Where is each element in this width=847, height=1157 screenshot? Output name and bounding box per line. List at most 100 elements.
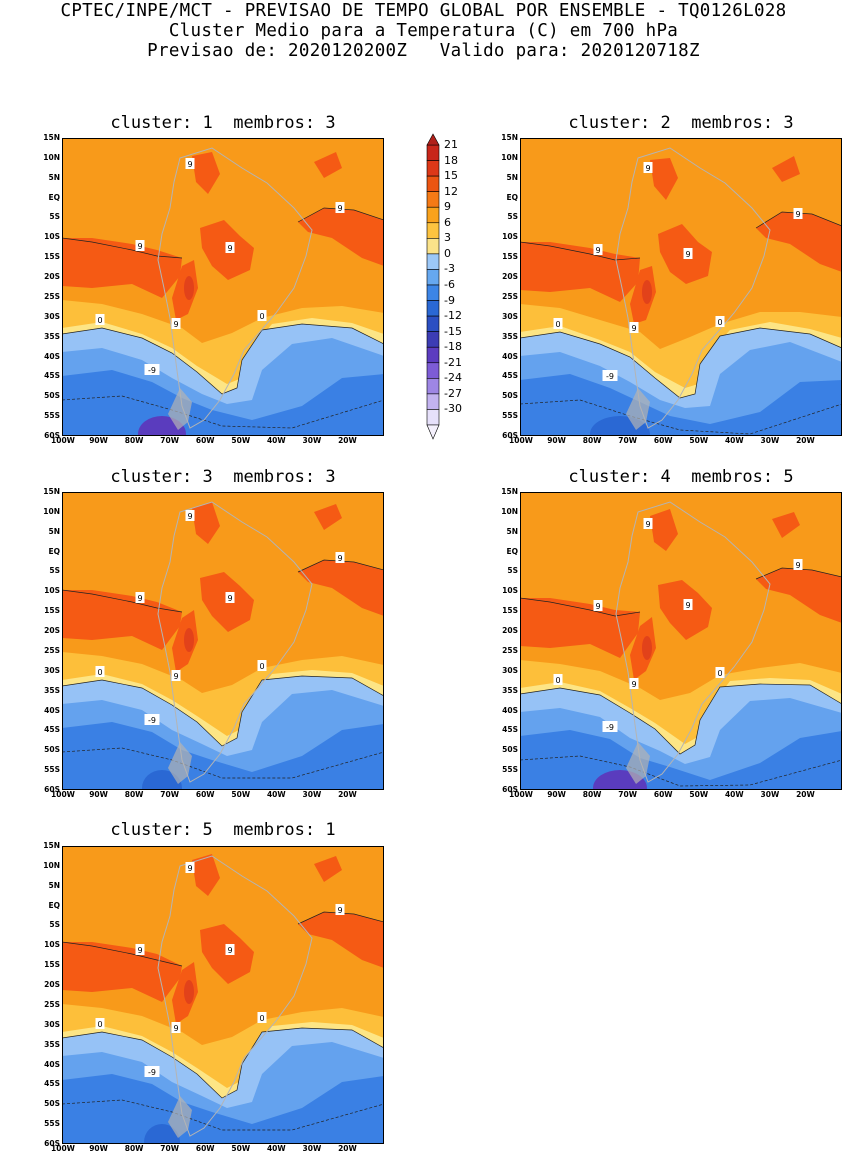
warm-region-northeast	[772, 512, 800, 538]
map-panel-cluster-2: 0 0 -9 9 9 9 9 9	[520, 138, 842, 436]
lon-tick-label: 40W	[724, 436, 744, 445]
colorbar-level-label: -30	[444, 402, 462, 416]
lat-tick-label: 5N	[48, 172, 61, 182]
lat-tick-label: 35S	[44, 685, 60, 695]
lat-tick-label: 35S	[502, 685, 518, 695]
contour-label-nine-andes-bg	[629, 678, 639, 689]
contour-label-nine-west: 9	[135, 592, 145, 603]
south-america-outline	[615, 501, 771, 783]
map-panel-cluster-1: 0 0 -9 9 9 9 9 9	[62, 138, 384, 436]
lon-tick-label: 40W	[266, 436, 286, 445]
south-america-outline	[157, 855, 313, 1137]
contour-label-nine-east: 9	[335, 202, 345, 213]
lon-tick-label: 80W	[124, 790, 144, 799]
colorbar-level-label: 12	[444, 184, 458, 198]
lon-tick-label: 50W	[689, 436, 709, 445]
lat-tick-label: 15N	[43, 841, 60, 850]
contour-label-zero-bg	[95, 1018, 105, 1029]
contour-label-nine-andes-text: 9	[631, 324, 636, 333]
lat-tick-label: 10S	[502, 232, 518, 242]
lon-tick-label: 20W	[338, 1144, 357, 1153]
colorbar-level-label: 18	[444, 153, 458, 167]
contour-label-zero-bg	[553, 674, 563, 685]
contour-label-zero: 0	[553, 674, 563, 685]
colorbar-top-arrow	[426, 133, 440, 146]
warm-region-northeast	[314, 152, 342, 178]
contour-label-nine-north: 9	[185, 862, 195, 873]
colorbar-segment	[426, 238, 440, 255]
contour-label-nine-andes-text: 9	[173, 672, 178, 681]
contour-label-zero-east-bg	[715, 667, 725, 678]
lat-tick-label: 30S	[502, 665, 518, 675]
lat-tick-label: 40S	[44, 705, 60, 715]
lon-tick-label: 40W	[266, 1144, 286, 1153]
lat-tick-label: 15N	[43, 133, 60, 142]
contour-label-nine-west: 9	[135, 240, 145, 251]
lat-tick-label: 15S	[44, 252, 60, 262]
contour-label-nine-west-bg	[135, 944, 145, 955]
colorbar-level-label: -24	[444, 371, 462, 385]
contour-label-nine-east-bg	[793, 559, 803, 570]
warm-region-west	[62, 942, 182, 1002]
contour-label-nine-andes-bg	[171, 670, 181, 681]
contour-label-zero-bg	[95, 314, 105, 325]
lat-tick-label: 45S	[502, 371, 518, 381]
lat-tick-label: 10N	[501, 506, 518, 516]
contour-label-zero-east-bg	[257, 310, 267, 321]
band-minus9-to-minus6	[62, 722, 384, 790]
contour-label-nine-central-bg	[225, 944, 235, 955]
lat-tick-label: 25S	[44, 999, 60, 1009]
patagonia-land	[626, 388, 650, 430]
contour-label-nine-central-text: 9	[227, 946, 232, 955]
colorbar-bottom-arrow	[426, 424, 440, 440]
lat-tick-label: 15N	[501, 133, 518, 142]
map-frame	[62, 492, 384, 790]
lat-tick-label: 45S	[44, 1079, 60, 1089]
contour-label-nine-north-text: 9	[187, 512, 192, 521]
lon-tick-label: 80W	[582, 436, 602, 445]
lat-tick-label: 40S	[44, 351, 60, 361]
lon-tick-label: 50W	[231, 790, 251, 799]
south-america-outline	[157, 501, 313, 783]
lat-tick-label: 60S	[44, 431, 60, 440]
map-frame	[62, 846, 384, 1144]
lat-tick-label: 45S	[502, 725, 518, 735]
colorbar-segment	[426, 315, 440, 332]
lat-tick-label: 35S	[44, 331, 60, 341]
lon-tick-label: 100W	[51, 1144, 75, 1153]
lon-tick-label: 40W	[266, 790, 286, 799]
lat-tick-label: 40S	[502, 351, 518, 361]
lat-tick-label: EQ	[48, 192, 61, 202]
lat-tick-label: 50S	[502, 745, 518, 755]
contour-label-nine-central-text: 9	[227, 244, 232, 253]
warm-region-north	[650, 158, 678, 200]
lon-tick-label: 60W	[195, 1144, 215, 1153]
contour-label-nine-east-bg	[335, 552, 345, 563]
contour-label-zero-east-text: 0	[259, 1014, 264, 1023]
lat-tick-label: 20S	[502, 626, 518, 636]
lat-tick-label: 30S	[44, 311, 60, 321]
lon-tick-label: 70W	[618, 436, 638, 445]
contour-label-zero-east-bg	[257, 660, 267, 671]
contour-label-zero-east-bg	[715, 316, 725, 327]
lon-tick-label: 100W	[51, 436, 75, 445]
lon-tick-label: 60W	[653, 436, 673, 445]
lon-tick-label: 50W	[231, 436, 251, 445]
lat-tick-label: 30S	[502, 311, 518, 321]
lon-tick-label: 90W	[89, 1144, 108, 1153]
warm-region-east	[756, 568, 842, 623]
contour-minus-nine	[520, 755, 842, 787]
contour-label-nine-west: 9	[593, 600, 603, 611]
contour-minus-nine	[62, 1099, 384, 1131]
map-frame	[520, 138, 842, 436]
lat-tick-label: 20S	[44, 980, 60, 990]
contour-label-nine-west-text: 9	[137, 242, 142, 251]
contour-zero	[520, 683, 842, 755]
contour-label-minus-nine: -9	[602, 370, 618, 381]
contour-label-nine-andes: 9	[171, 670, 181, 681]
header-line-1: CPTEC/INPE/MCT - PREVISAO DE TEMPO GLOBA…	[60, 1, 787, 21]
lon-tick-label: 30W	[760, 436, 780, 445]
contour-label-nine-north-bg	[643, 162, 653, 173]
contour-label-zero-text: 0	[97, 1020, 102, 1029]
contour-label-nine-central: 9	[683, 248, 693, 259]
